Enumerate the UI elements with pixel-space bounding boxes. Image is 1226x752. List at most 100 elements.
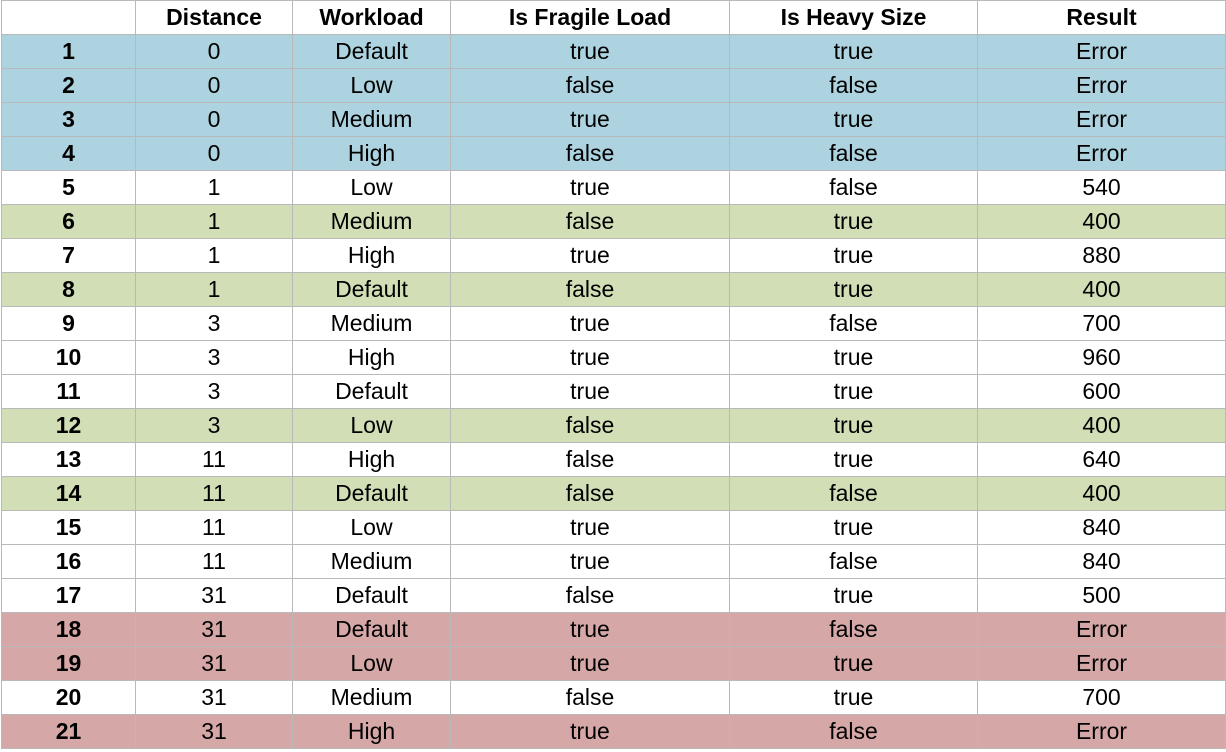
- cell-distance: 31: [135, 612, 293, 647]
- cell-distance: 1: [135, 204, 293, 239]
- cell-result: 600: [977, 374, 1226, 409]
- cell-distance: 0: [135, 102, 293, 137]
- cell-is-heavy-size: true: [729, 578, 978, 613]
- cell-result: 640: [977, 442, 1226, 477]
- table-row: 10 3 High true true 960: [1, 340, 1226, 375]
- cell-is-fragile-load: true: [450, 170, 730, 205]
- cell-result: 840: [977, 510, 1226, 545]
- cell-distance: 31: [135, 680, 293, 715]
- cell-result: 400: [977, 476, 1226, 511]
- table-row: 3 0 Medium true true Error: [1, 102, 1226, 137]
- cell-is-fragile-load: false: [450, 442, 730, 477]
- cell-distance: 0: [135, 136, 293, 171]
- cell-is-fragile-load: false: [450, 680, 730, 715]
- cell-distance: 31: [135, 646, 293, 681]
- cell-row-number: 10: [1, 340, 136, 375]
- cell-is-heavy-size: false: [729, 544, 978, 579]
- cell-result: 700: [977, 306, 1226, 341]
- cell-distance: 31: [135, 578, 293, 613]
- cell-is-heavy-size: true: [729, 442, 978, 477]
- cell-workload: Medium: [292, 544, 451, 579]
- cell-distance: 1: [135, 272, 293, 307]
- cell-distance: 11: [135, 476, 293, 511]
- header-workload: Workload: [292, 0, 451, 35]
- cell-result: 400: [977, 204, 1226, 239]
- cell-is-heavy-size: false: [729, 612, 978, 647]
- cell-is-fragile-load: true: [450, 374, 730, 409]
- cell-is-heavy-size: true: [729, 238, 978, 273]
- cell-workload: Default: [292, 272, 451, 307]
- cell-row-number: 6: [1, 204, 136, 239]
- cell-distance: 11: [135, 442, 293, 477]
- cell-is-fragile-load: true: [450, 646, 730, 681]
- cell-result: 400: [977, 272, 1226, 307]
- cell-is-heavy-size: true: [729, 408, 978, 443]
- table-row: 16 11 Medium true false 840: [1, 544, 1226, 579]
- cell-workload: Default: [292, 476, 451, 511]
- cell-result: 960: [977, 340, 1226, 375]
- cell-is-fragile-load: true: [450, 238, 730, 273]
- cell-is-fragile-load: false: [450, 136, 730, 171]
- cell-row-number: 17: [1, 578, 136, 613]
- cell-distance: 11: [135, 544, 293, 579]
- cell-workload: Medium: [292, 204, 451, 239]
- cell-row-number: 11: [1, 374, 136, 409]
- cell-row-number: 1: [1, 34, 136, 69]
- cell-is-fragile-load: true: [450, 340, 730, 375]
- cell-result: Error: [977, 646, 1226, 681]
- table-row: 11 3 Default true true 600: [1, 374, 1226, 409]
- cell-is-heavy-size: true: [729, 272, 978, 307]
- header-result: Result: [977, 0, 1226, 35]
- cell-row-number: 16: [1, 544, 136, 579]
- cell-row-number: 3: [1, 102, 136, 137]
- cell-row-number: 2: [1, 68, 136, 103]
- cell-workload: High: [292, 238, 451, 273]
- cell-is-heavy-size: true: [729, 680, 978, 715]
- cell-is-heavy-size: true: [729, 340, 978, 375]
- header-row-number: [1, 0, 136, 35]
- table-row: 17 31 Default false true 500: [1, 578, 1226, 613]
- cell-workload: High: [292, 136, 451, 171]
- cell-workload: Low: [292, 68, 451, 103]
- cell-result: Error: [977, 612, 1226, 647]
- cell-is-heavy-size: true: [729, 374, 978, 409]
- cell-is-fragile-load: true: [450, 306, 730, 341]
- table-body: 1 0 Default true true Error 2 0 Low false false Err…: [1, 34, 1226, 749]
- header-is-fragile-load: Is Fragile Load: [450, 0, 730, 35]
- table-row: 12 3 Low false true 400: [1, 408, 1226, 443]
- cell-is-fragile-load: false: [450, 204, 730, 239]
- cell-workload: Low: [292, 408, 451, 443]
- table-row: 2 0 Low false false Error: [1, 68, 1226, 103]
- table-row: 20 31 Medium false true 700: [1, 680, 1226, 715]
- cell-is-heavy-size: true: [729, 646, 978, 681]
- cell-row-number: 15: [1, 510, 136, 545]
- cell-row-number: 4: [1, 136, 136, 171]
- cell-distance: 3: [135, 374, 293, 409]
- cell-result: Error: [977, 68, 1226, 103]
- table-row: 5 1 Low true false 540: [1, 170, 1226, 205]
- cell-is-fragile-load: false: [450, 408, 730, 443]
- cell-workload: Default: [292, 374, 451, 409]
- header-row: Distance Workload Is Fragile Load Is Hea…: [1, 0, 1226, 35]
- cell-row-number: 9: [1, 306, 136, 341]
- cell-is-fragile-load: true: [450, 612, 730, 647]
- cell-distance: 3: [135, 306, 293, 341]
- table-row: 13 11 High false true 640: [1, 442, 1226, 477]
- cell-workload: High: [292, 442, 451, 477]
- header-is-heavy-size: Is Heavy Size: [729, 0, 978, 35]
- cell-row-number: 18: [1, 612, 136, 647]
- cell-row-number: 20: [1, 680, 136, 715]
- cell-workload: Medium: [292, 102, 451, 137]
- header-distance: Distance: [135, 0, 293, 35]
- cell-workload: Medium: [292, 306, 451, 341]
- cell-is-fragile-load: false: [450, 272, 730, 307]
- cell-result: 880: [977, 238, 1226, 273]
- cell-distance: 11: [135, 510, 293, 545]
- cell-workload: Default: [292, 612, 451, 647]
- table-row: 9 3 Medium true false 700: [1, 306, 1226, 341]
- cell-workload: Default: [292, 578, 451, 613]
- cell-workload: Low: [292, 510, 451, 545]
- cell-result: 400: [977, 408, 1226, 443]
- cell-is-heavy-size: false: [729, 136, 978, 171]
